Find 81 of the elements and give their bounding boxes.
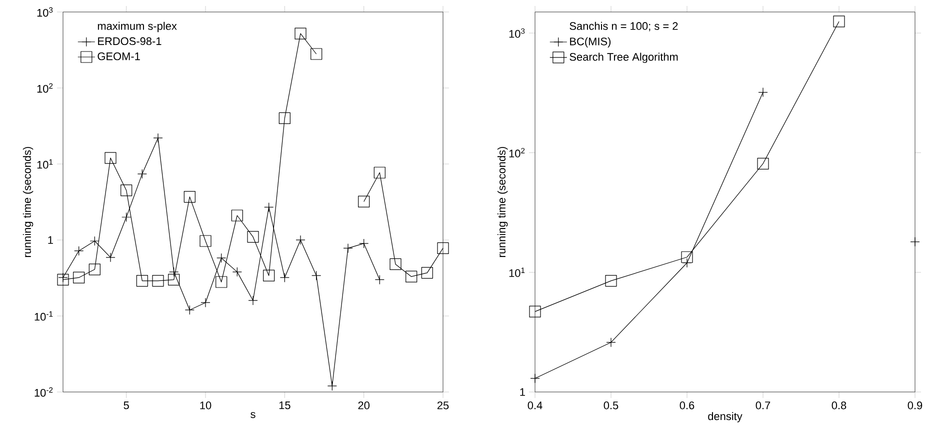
point xyxy=(312,270,322,280)
y-tick-label: 10$^{3}$ xyxy=(37,7,53,17)
x-tick-label: 0.9 xyxy=(908,402,922,410)
point xyxy=(437,242,449,254)
point xyxy=(343,243,353,253)
point xyxy=(136,275,148,287)
point xyxy=(421,267,433,279)
x-tick-label: 5 xyxy=(124,402,129,410)
point xyxy=(74,246,84,256)
point xyxy=(263,270,275,282)
point xyxy=(264,202,274,212)
x-tick-label: 0.5 xyxy=(604,402,618,410)
point xyxy=(153,133,163,143)
point xyxy=(757,158,769,170)
legend-label: BC(MIS) xyxy=(570,37,611,48)
point xyxy=(200,298,210,308)
point xyxy=(169,267,179,277)
point xyxy=(137,169,147,179)
legend-label: Search Tree Algorithm xyxy=(570,52,678,63)
point xyxy=(73,272,85,284)
y-tick-label: 10$^{3}$ xyxy=(509,28,525,38)
x-tick-label: 0.6 xyxy=(680,402,694,410)
y-axis-title: running time (seconds) xyxy=(497,146,508,257)
point xyxy=(216,253,226,263)
point xyxy=(88,264,100,276)
x-tick-label: 25 xyxy=(437,402,449,410)
point xyxy=(294,28,306,40)
legend-title: maximum s-plex xyxy=(98,22,177,32)
y-tick-label: 10$^{2}$ xyxy=(37,83,53,93)
x-tick-label: 20 xyxy=(358,402,370,410)
legend-label: ERDOS-98-1 xyxy=(98,37,162,46)
point xyxy=(106,252,116,262)
y-tick-label: 1 xyxy=(48,236,53,244)
x-tick-label: 0.4 xyxy=(528,402,542,410)
point xyxy=(248,296,258,306)
point xyxy=(374,166,386,178)
point xyxy=(310,48,322,60)
point xyxy=(910,237,920,247)
point xyxy=(530,374,540,384)
point xyxy=(390,258,402,270)
x-axis-title: density xyxy=(708,412,742,422)
point xyxy=(232,267,242,277)
point xyxy=(168,274,180,286)
point xyxy=(152,275,164,287)
point xyxy=(605,274,617,287)
y-tick-label: 10$^{2}$ xyxy=(509,148,525,158)
point xyxy=(120,184,132,196)
point xyxy=(758,87,768,98)
legend-title: Sanchis n = 100; s = 2 xyxy=(570,22,678,32)
x-tick-label: 0.8 xyxy=(832,402,846,410)
x-tick-label: 15 xyxy=(279,402,290,410)
point xyxy=(247,231,259,243)
point xyxy=(184,305,194,315)
y-tick-label: 1 xyxy=(520,388,525,396)
point xyxy=(358,196,370,208)
point xyxy=(280,272,290,282)
y-tick-label: 10$^{-1}$ xyxy=(34,311,53,321)
x-axis-title: s xyxy=(250,412,256,418)
point xyxy=(104,152,116,164)
point xyxy=(406,270,418,282)
x-tick-label: 10 xyxy=(200,402,212,410)
y-tick-label: 10$^{1}$ xyxy=(509,268,525,278)
y-tick-label: 10$^{1}$ xyxy=(37,159,53,169)
point xyxy=(374,274,384,285)
point xyxy=(833,16,845,28)
point xyxy=(606,338,616,348)
point xyxy=(529,306,541,318)
legend-label: GEOM-1 xyxy=(98,52,140,60)
point xyxy=(278,112,290,124)
point xyxy=(200,235,212,247)
point xyxy=(90,236,100,246)
point xyxy=(296,235,306,245)
point xyxy=(184,191,196,203)
point xyxy=(122,212,132,222)
y-axis-title: running time (seconds) xyxy=(22,146,34,257)
point xyxy=(359,238,369,248)
y-tick-label: 10$^{-2}$ xyxy=(34,387,53,397)
point xyxy=(327,381,337,391)
x-tick-label: 0.7 xyxy=(756,402,770,410)
point xyxy=(231,210,243,222)
point xyxy=(216,276,228,288)
